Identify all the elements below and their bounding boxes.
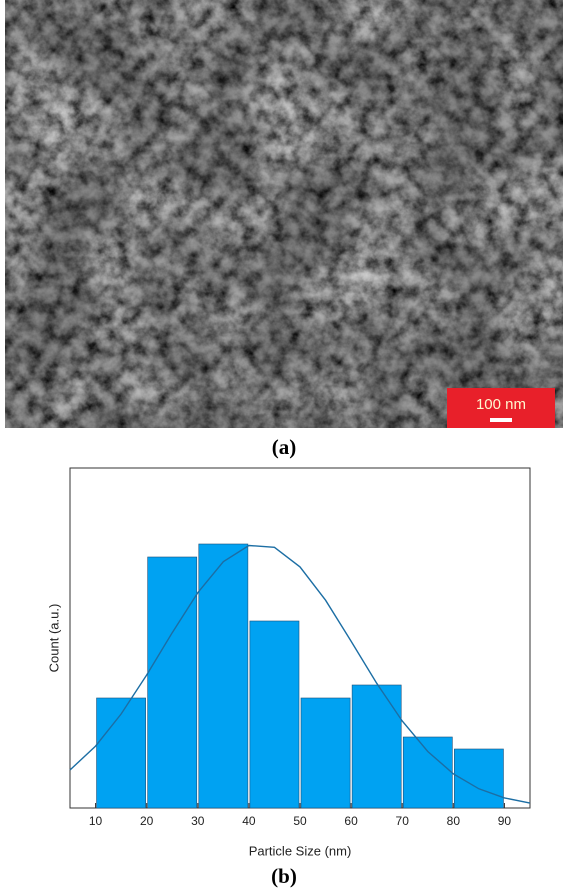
scale-bar-label: 100 nm	[476, 396, 526, 413]
x-tick-label: 60	[344, 814, 358, 828]
bar	[402, 736, 453, 809]
scale-bar	[490, 418, 512, 422]
x-tick-label: 10	[89, 814, 103, 828]
bar	[249, 620, 300, 809]
bar	[147, 556, 198, 809]
x-axis-label: Particle Size (nm)	[249, 843, 352, 858]
sem-image: 100 nm	[5, 0, 563, 428]
x-tick-label: 40	[242, 814, 256, 828]
fit-curve	[69, 544, 531, 804]
caption: (b)	[271, 864, 297, 888]
x-tick-label: 30	[191, 814, 205, 828]
x-tick-label: 90	[498, 814, 512, 828]
bar	[198, 543, 249, 809]
bar	[300, 697, 351, 809]
bar	[351, 684, 402, 809]
x-tick-label: 50	[293, 814, 307, 828]
x-tick-label: 80	[447, 814, 461, 828]
bar	[96, 697, 146, 809]
caption: (a)	[272, 435, 297, 459]
y-axis-label: Count (a.u.)	[46, 604, 61, 673]
x-tick-label: 20	[140, 814, 154, 828]
x-tick-label: 70	[396, 814, 410, 828]
